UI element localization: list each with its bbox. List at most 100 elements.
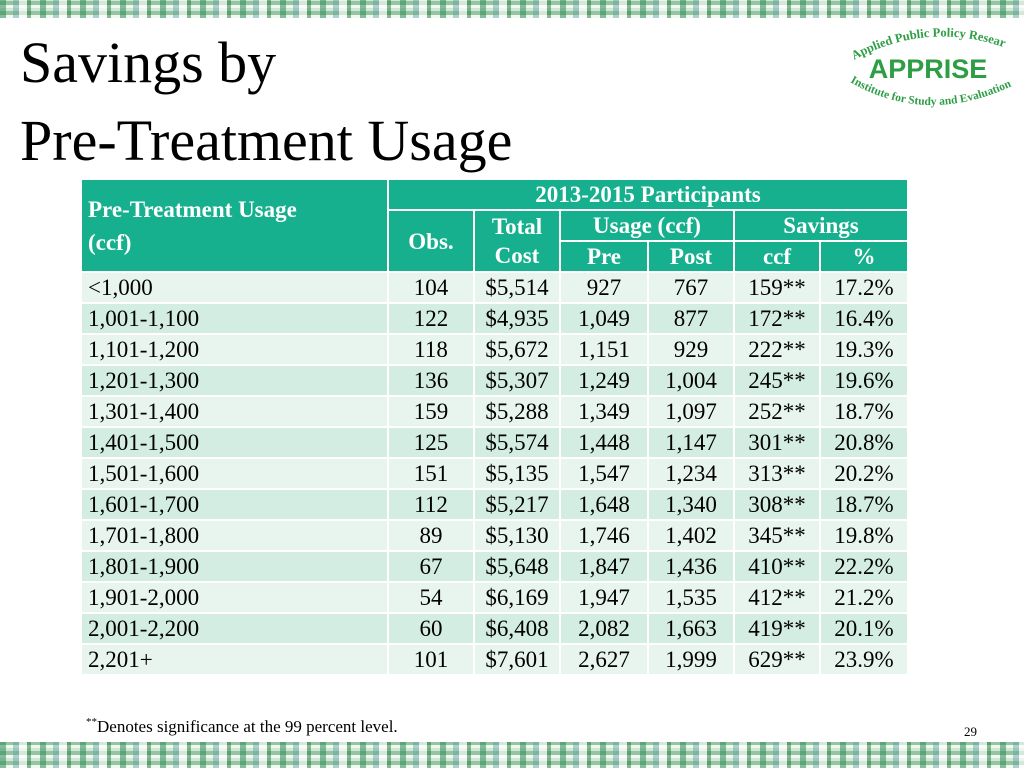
cell-pre: 1,648 (559, 488, 649, 521)
cell-obs: 151 (387, 457, 475, 490)
cell-pre: 1,049 (559, 302, 649, 335)
cell-obs: 125 (387, 426, 475, 459)
cell-range: 1,201-1,300 (80, 364, 389, 397)
cell-obs: 101 (387, 643, 475, 676)
cell-post: 767 (647, 271, 735, 304)
cell-cost: $5,648 (473, 550, 561, 583)
cell-cost: $4,935 (473, 302, 561, 335)
table-body: <1,000 104 $5,514 927 767 159** 17.2% 1,001-1,1… (80, 271, 909, 676)
title-line-1: Savings by (20, 30, 277, 95)
cell-ccf: 252** (733, 395, 821, 428)
cell-range: 1,901-2,000 (80, 581, 389, 614)
cell-cost: $6,169 (473, 581, 561, 614)
cell-pct: 18.7% (819, 488, 909, 521)
table-row: 2,201+ 101 $7,601 2,627 1,999 629** 23.9% (80, 643, 909, 676)
cell-post: 929 (647, 333, 735, 366)
cell-range: 1,101-1,200 (80, 333, 389, 366)
cell-obs: 112 (387, 488, 475, 521)
table-row: 1,401-1,500 125 $5,574 1,448 1,147 301** 20.8% (80, 426, 909, 459)
cell-pre: 1,151 (559, 333, 649, 366)
cell-ccf: 222** (733, 333, 821, 366)
cell-obs: 60 (387, 612, 475, 645)
cell-cost: $5,514 (473, 271, 561, 304)
header-pre: Pre (559, 240, 649, 273)
top-decorative-border (0, 0, 1024, 18)
header-usage-group: Usage (ccf) (559, 209, 735, 242)
logo-name: APPRISE (869, 54, 988, 84)
cell-cost: $5,307 (473, 364, 561, 397)
header-row-columns: Pre Post ccf % (81, 240, 909, 273)
cell-ccf: 410** (733, 550, 821, 583)
cell-pct: 21.2% (819, 581, 909, 614)
cell-cost: $6,408 (473, 612, 561, 645)
header-row-group: Pre-Treatment Usage (ccf) 2013-2015 Parti… (80, 178, 909, 273)
cell-cost: $5,574 (473, 426, 561, 459)
cell-pre: 1,746 (559, 519, 649, 552)
table-row: 1,301-1,400 159 $5,288 1,349 1,097 252** 18.7% (80, 395, 909, 428)
cell-pre: 2,627 (559, 643, 649, 676)
cell-post: 1,340 (647, 488, 735, 521)
cell-pct: 18.7% (819, 395, 909, 428)
cell-ccf: 301** (733, 426, 821, 459)
cell-post: 1,436 (647, 550, 735, 583)
cell-pre: 1,249 (559, 364, 649, 397)
apprise-logo: Applied Public Policy Research APPRISE I… (842, 26, 1013, 108)
cell-pct: 20.8% (819, 426, 909, 459)
table-row: 1,001-1,100 122 $4,935 1,049 877 172** 16.4% (80, 302, 909, 335)
cell-range: 1,601-1,700 (80, 488, 389, 521)
cell-post: 1,402 (647, 519, 735, 552)
header-total-cost: Total Cost (473, 209, 561, 273)
cell-pct: 20.2% (819, 457, 909, 490)
cell-range: 1,501-1,600 (80, 457, 389, 490)
header-post: Post (647, 240, 735, 273)
cell-pct: 23.9% (819, 643, 909, 676)
cell-ccf: 159** (733, 271, 821, 304)
cell-post: 1,234 (647, 457, 735, 490)
cell-post: 1,999 (647, 643, 735, 676)
table-row: 2,001-2,200 60 $6,408 2,082 1,663 419** 20.1% (80, 612, 909, 645)
cell-post: 1,097 (647, 395, 735, 428)
title-line-2: Pre-Treatment Usage (20, 108, 513, 173)
cell-range: 1,301-1,400 (80, 395, 389, 428)
table-row: 1,601-1,700 112 $5,217 1,648 1,340 308** 18.7% (80, 488, 909, 521)
cell-cost: $5,217 (473, 488, 561, 521)
header-savings-pct: % (819, 240, 909, 273)
cell-pre: 1,547 (559, 457, 649, 490)
cell-pct: 17.2% (819, 271, 909, 304)
cell-ccf: 245** (733, 364, 821, 397)
cell-pct: 22.2% (819, 550, 909, 583)
header-participants-group: 2013-2015 Participants (387, 178, 909, 211)
cell-post: 1,535 (647, 581, 735, 614)
page-number: 29 (964, 724, 977, 739)
table-row: 1,901-2,000 54 $6,169 1,947 1,535 412** 21.2% (80, 581, 909, 614)
table-row: 1,201-1,300 136 $5,307 1,249 1,004 245** 19.6% (80, 364, 909, 397)
table-row: <1,000 104 $5,514 927 767 159** 17.2% (80, 271, 909, 304)
cell-pre: 1,448 (559, 426, 649, 459)
cell-pct: 20.1% (819, 612, 909, 645)
cell-obs: 89 (387, 519, 475, 552)
cell-cost: $5,130 (473, 519, 561, 552)
cell-obs: 118 (387, 333, 475, 366)
table-row: 1,801-1,900 67 $5,648 1,847 1,436 410** 22.2% (80, 550, 909, 583)
cell-pre: 927 (559, 271, 649, 304)
cell-post: 1,004 (647, 364, 735, 397)
cell-obs: 122 (387, 302, 475, 335)
header-pre-treatment-usage: Pre-Treatment Usage (ccf) (80, 178, 389, 273)
cell-post: 1,147 (647, 426, 735, 459)
cell-ccf: 412** (733, 581, 821, 614)
footnote-text: Denotes significance at the 99 percent l… (97, 717, 398, 736)
cell-range: 1,001-1,100 (80, 302, 389, 335)
header-savings-ccf: ccf (733, 240, 821, 273)
cell-post: 1,663 (647, 612, 735, 645)
cell-obs: 136 (387, 364, 475, 397)
cell-obs: 159 (387, 395, 475, 428)
header-savings-group: Savings (733, 209, 909, 242)
bottom-decorative-border (0, 742, 1024, 768)
cell-ccf: 308** (733, 488, 821, 521)
cell-pct: 16.4% (819, 302, 909, 335)
slide-title: Savings by Pre-Treatment Usage (20, 24, 512, 180)
header-obs: Obs. (387, 209, 475, 273)
cell-cost: $5,672 (473, 333, 561, 366)
savings-table: Pre-Treatment Usage (ccf) 2013-2015 Parti… (80, 178, 909, 676)
cell-range: 2,001-2,200 (80, 612, 389, 645)
